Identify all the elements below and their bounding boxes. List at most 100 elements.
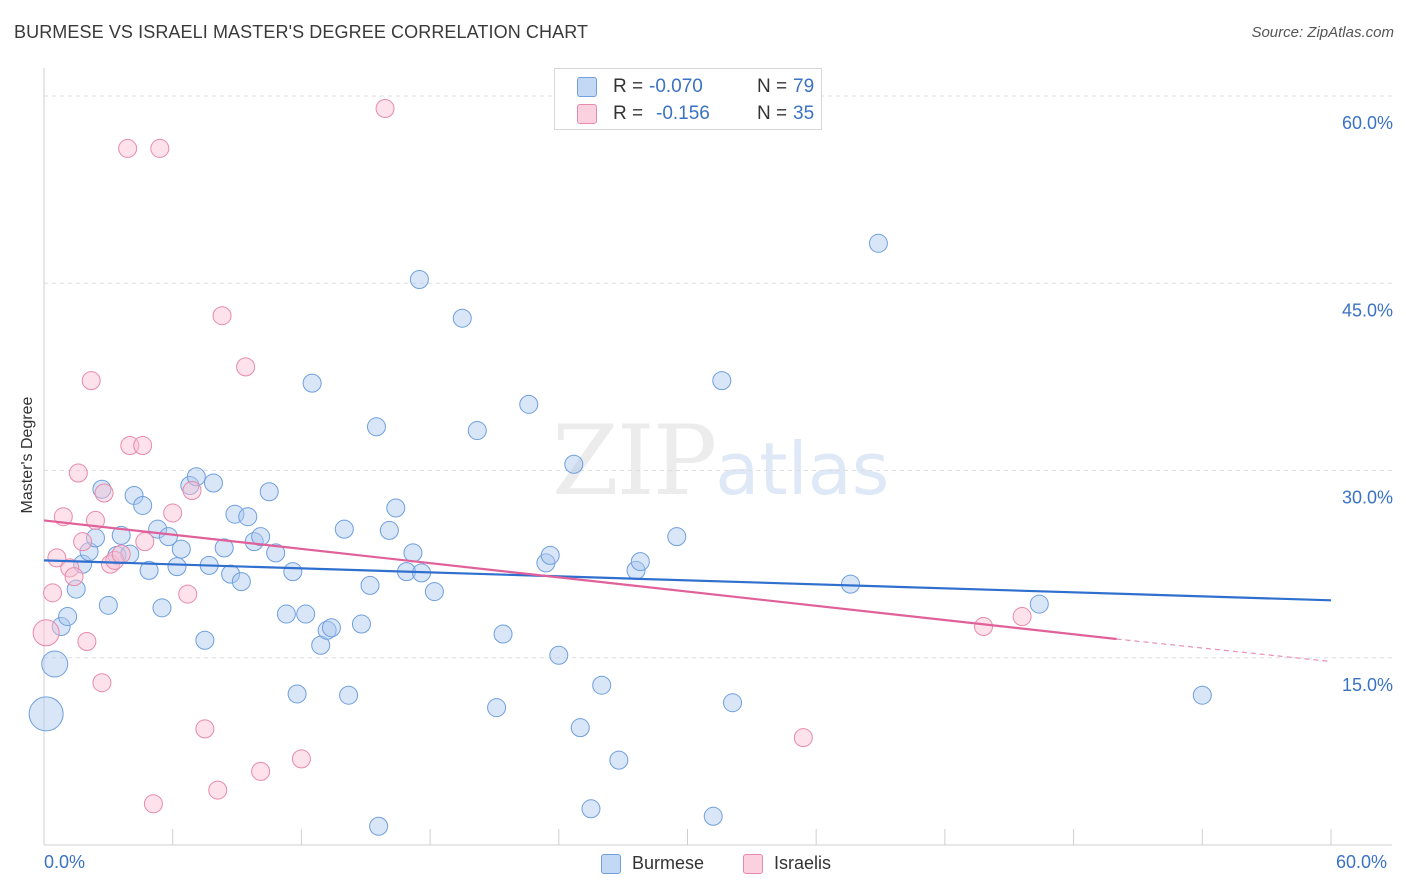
y-tick-label-30: 30.0% bbox=[1342, 488, 1393, 508]
israelis-point-19 bbox=[135, 532, 155, 552]
israelis-point-1 bbox=[43, 583, 63, 603]
israelis-n-label: N = bbox=[757, 103, 788, 124]
burmese-point-35 bbox=[276, 604, 296, 624]
burmese-legend-label: Burmese bbox=[632, 853, 705, 873]
burmese-point-36 bbox=[283, 562, 303, 582]
israelis-n-value: 35 bbox=[793, 103, 815, 124]
israelis-point-20 bbox=[143, 794, 163, 814]
chart-title: BURMESE VS ISRAELI MASTER'S DEGREE CORRE… bbox=[14, 22, 589, 42]
israelis-point-5 bbox=[64, 567, 84, 587]
israelis-point-28 bbox=[236, 357, 256, 377]
israelis-point-2 bbox=[47, 548, 67, 568]
burmese-point-18 bbox=[158, 527, 178, 547]
burmese-point-23 bbox=[195, 630, 215, 650]
x-tick-min: 0.0% bbox=[44, 852, 86, 872]
israelis-point-0 bbox=[32, 619, 60, 647]
burmese-point-7 bbox=[85, 528, 105, 548]
burmese-point-64 bbox=[564, 454, 584, 474]
burmese-point-71 bbox=[667, 527, 687, 547]
burmese-point-19 bbox=[167, 557, 187, 577]
israelis-point-23 bbox=[178, 584, 198, 604]
burmese-point-50 bbox=[386, 498, 406, 518]
israelis-point-17 bbox=[120, 436, 140, 456]
burmese-point-14 bbox=[133, 495, 153, 515]
burmese-point-59 bbox=[493, 624, 513, 644]
burmese-point-53 bbox=[409, 270, 429, 290]
israelis-point-7 bbox=[73, 532, 93, 552]
burmese-point-73 bbox=[712, 371, 732, 391]
israelis-point-26 bbox=[208, 780, 228, 800]
burmese-r-value: -0.070 bbox=[649, 76, 703, 97]
burmese-point-58 bbox=[487, 698, 507, 718]
israelis-swatch bbox=[577, 104, 597, 124]
burmese-point-34 bbox=[266, 543, 286, 563]
burmese-point-72 bbox=[703, 806, 723, 826]
israelis-point-32 bbox=[793, 728, 813, 748]
israelis-point-33 bbox=[974, 617, 994, 637]
burmese-point-25 bbox=[203, 473, 223, 493]
burmese-point-42 bbox=[321, 618, 341, 638]
israelis-trend-line bbox=[43, 519, 1117, 641]
burmese-trend-line bbox=[43, 559, 1332, 602]
source-label: Source: ZipAtlas.com bbox=[1251, 24, 1394, 41]
series-legend: Burmese Israelis bbox=[0, 852, 1406, 878]
y-tick-label-15: 15.0% bbox=[1342, 675, 1393, 695]
israelis-point-18 bbox=[133, 436, 153, 456]
burmese-point-56 bbox=[452, 308, 472, 328]
israelis-point-30 bbox=[291, 749, 311, 769]
y-tick-label-60: 60.0% bbox=[1342, 113, 1393, 133]
burmese-point-47 bbox=[366, 417, 386, 437]
burmese-point-76 bbox=[868, 233, 888, 253]
burmese-point-3 bbox=[58, 607, 78, 627]
israelis-legend-swatch bbox=[743, 854, 763, 874]
burmese-point-44 bbox=[339, 685, 359, 705]
burmese-point-67 bbox=[592, 675, 612, 695]
israelis-point-16 bbox=[118, 138, 138, 158]
israelis-point-34 bbox=[1012, 607, 1032, 627]
burmese-point-20 bbox=[171, 539, 191, 559]
burmese-point-65 bbox=[570, 718, 590, 738]
burmese-point-17 bbox=[152, 598, 172, 618]
israelis-point-11 bbox=[92, 673, 112, 693]
burmese-n-value: 79 bbox=[793, 76, 815, 97]
burmese-point-4 bbox=[66, 579, 86, 599]
israelis-point-6 bbox=[68, 463, 88, 483]
israelis-point-9 bbox=[81, 371, 101, 391]
y-axis-label: Master's Degree bbox=[19, 396, 36, 514]
israelis-point-27 bbox=[212, 306, 232, 326]
burmese-point-66 bbox=[581, 799, 601, 819]
burmese-point-74 bbox=[723, 693, 743, 713]
burmese-point-29 bbox=[231, 572, 251, 592]
x-tick-max: 60.0% bbox=[1336, 852, 1388, 872]
burmese-swatch bbox=[577, 77, 597, 97]
burmese-point-45 bbox=[351, 614, 371, 634]
israelis-point-15 bbox=[111, 544, 131, 564]
burmese-r-label: R = bbox=[613, 76, 644, 97]
burmese-point-43 bbox=[334, 519, 354, 539]
watermark-atlas: atlas bbox=[715, 427, 890, 511]
burmese-point-62 bbox=[540, 545, 560, 565]
zipatlas-watermark: ZIPatlas bbox=[552, 405, 889, 517]
burmese-point-39 bbox=[302, 373, 322, 393]
burmese-point-68 bbox=[609, 750, 629, 770]
y-tick-label-45: 45.0% bbox=[1342, 300, 1393, 320]
burmese-point-15 bbox=[139, 560, 159, 580]
burmese-point-9 bbox=[98, 595, 118, 615]
burmese-point-63 bbox=[549, 645, 569, 665]
burmese-point-26 bbox=[214, 538, 234, 558]
burmese-point-70 bbox=[630, 552, 650, 572]
israelis-point-8 bbox=[77, 632, 97, 652]
israelis-legend-label: Israelis bbox=[774, 853, 832, 873]
burmese-point-75 bbox=[841, 574, 861, 594]
burmese-point-48 bbox=[369, 816, 389, 836]
burmese-point-57 bbox=[467, 421, 487, 441]
israelis-point-21 bbox=[150, 138, 170, 158]
israelis-point-22 bbox=[163, 503, 183, 523]
burmese-point-46 bbox=[360, 575, 380, 595]
israelis-point-25 bbox=[195, 719, 215, 739]
burmese-point-60 bbox=[519, 394, 539, 414]
burmese-n-label: N = bbox=[757, 76, 788, 97]
israelis-point-29 bbox=[251, 761, 271, 781]
burmese-point-77 bbox=[1029, 594, 1049, 614]
